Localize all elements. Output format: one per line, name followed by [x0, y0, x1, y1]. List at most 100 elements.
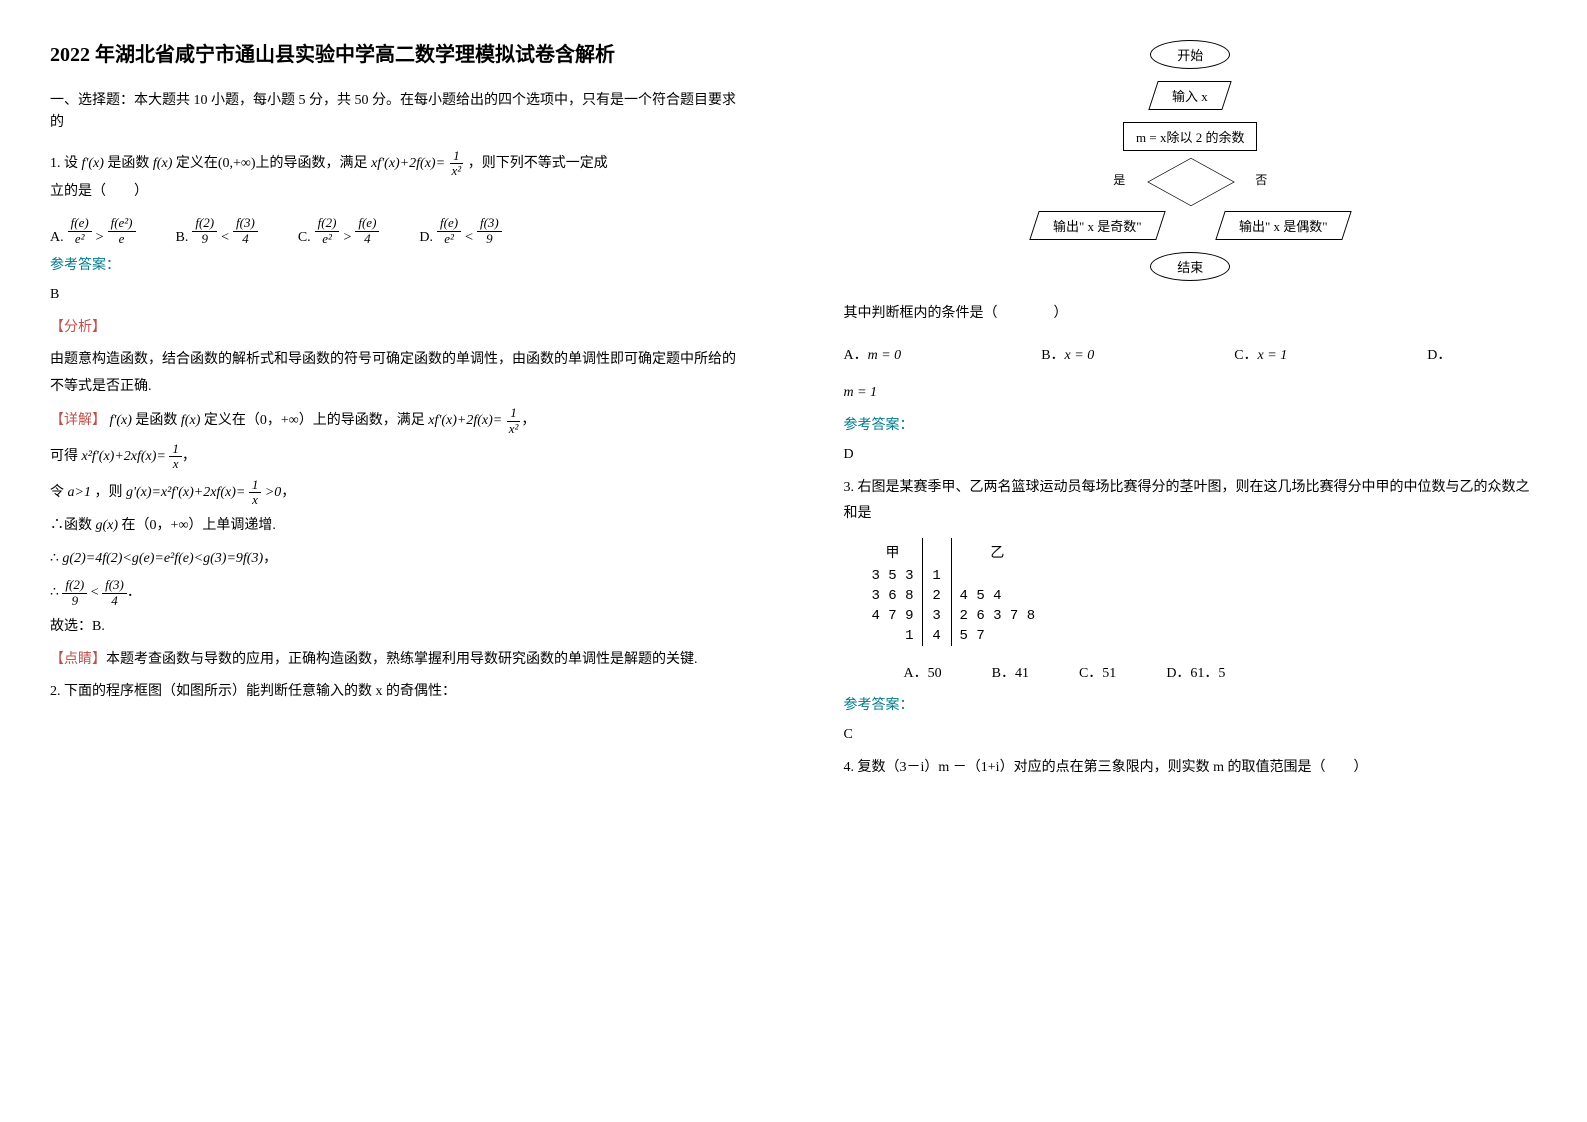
- m: g(2)=4f(2)<g(e)=e²f(e)<g(3)=9f(3): [62, 551, 263, 566]
- opt-label: B.: [176, 230, 189, 246]
- table-row: 145 7: [864, 626, 1044, 646]
- d: e²: [72, 232, 88, 246]
- v: x = 0: [1065, 348, 1095, 363]
- opt-label: C.: [298, 230, 311, 246]
- head-left: 甲: [864, 538, 923, 566]
- option-b: B．41: [992, 662, 1029, 682]
- q2-options: A．m = 0 B．x = 0 C．x = 1 D．: [844, 344, 1538, 364]
- d: 9: [199, 232, 212, 246]
- d: x: [249, 493, 261, 507]
- answer-label: 参考答案：: [50, 254, 744, 274]
- table-row: 3 6 824 5 4: [864, 586, 1044, 606]
- v: x = 1: [1258, 348, 1288, 363]
- t: ∴: [50, 585, 59, 600]
- table-row: 4 7 932 6 3 7 8: [864, 606, 1044, 626]
- fc-output-odd: 输出" x 是奇数": [1029, 211, 1165, 240]
- q1-text: 1. 设: [50, 156, 78, 171]
- q3-options: A．50 B．41 C．51 D．61．5: [904, 662, 1538, 682]
- page-title: 2022 年湖北省咸宁市通山县实验中学高二数学理模拟试卷含解析: [50, 40, 744, 70]
- answer-label: 参考答案：: [844, 414, 1538, 434]
- flowchart: 开始 输入 x m = x除以 2 的余数 是 否 输出" x 是奇数" 输出"…: [844, 40, 1538, 281]
- option-b: B．x = 0: [1041, 344, 1094, 364]
- t: 在（0，+∞）上单调递增.: [122, 518, 276, 533]
- detail-line: 可得 x²f'(x)+2xf(x)= 1x，: [50, 442, 744, 472]
- question-1: 1. 设 f'(x) 是函数 f(x) 定义在(0,+∞)上的导函数，满足 xf…: [50, 149, 744, 207]
- table-row: 3 5 31: [864, 566, 1044, 586]
- detail-label: 【详解】: [50, 413, 106, 428]
- opt-label: D.: [419, 230, 433, 246]
- q1-text: ，则下列不等式一定成: [468, 156, 608, 171]
- answer-value: B: [50, 282, 744, 309]
- m: f(x): [181, 413, 200, 428]
- option-a: A．50: [904, 662, 942, 682]
- t: 输出" x 是奇数": [1053, 216, 1142, 235]
- m: a>1: [68, 485, 91, 500]
- q1-fx: f(x): [153, 156, 172, 171]
- l: A．: [844, 348, 868, 363]
- option-b: B. f(2)9 < f(3)4: [176, 216, 258, 246]
- l: C．: [1234, 348, 1257, 363]
- answer-label: 参考答案：: [844, 694, 1538, 714]
- t: 令: [50, 485, 64, 500]
- comment-text: 本题考查函数与导数的应用，正确构造函数，熟练掌握利用导数研究函数的单调性是解题的…: [106, 652, 698, 667]
- detail-line: ∴ g(2)=4f(2)<g(e)=e²f(e)<g(3)=9f(3)，: [50, 546, 744, 573]
- c: [951, 566, 1043, 586]
- op: <: [465, 230, 473, 246]
- op: <: [91, 585, 99, 600]
- n: f(e²): [108, 216, 136, 231]
- c: 3 5 3: [864, 566, 923, 586]
- question-4-stem: 4. 复数（3－i）m －（1+i）对应的点在第三象限内，则实数 m 的取值范围…: [844, 755, 1538, 782]
- option-d-value: m = 1: [844, 380, 1538, 407]
- option-a: A．m = 0: [844, 344, 902, 364]
- answer-value: C: [844, 722, 1538, 749]
- t: ，则: [94, 485, 122, 500]
- detail-line: 令 a>1 ，则 g'(x)=x²f'(x)+2xf(x)= 1x >0，: [50, 478, 744, 508]
- l: D．: [1427, 348, 1451, 363]
- q1-options: A. f(e)e² > f(e²)e B. f(2)9 < f(3)4 C. f…: [50, 216, 744, 246]
- fc-output-even: 输出" x 是偶数": [1216, 211, 1352, 240]
- label-yes: 是: [1113, 171, 1125, 188]
- analysis-label: 【分析】: [50, 315, 744, 342]
- c: 2: [922, 586, 951, 606]
- n: 1: [249, 478, 262, 493]
- fc-input: 输入 x: [1149, 81, 1232, 110]
- option-d: D. f(e)e² < f(3)9: [419, 216, 501, 246]
- d: 9: [483, 232, 496, 246]
- head-stem: [922, 538, 951, 566]
- l: B．: [1041, 348, 1064, 363]
- c: 2 6 3 7 8: [951, 606, 1043, 626]
- c: 3 6 8: [864, 586, 923, 606]
- n: f(2): [315, 216, 340, 231]
- detail-line: ∴函数 g(x) 在（0，+∞）上单调递增.: [50, 513, 744, 540]
- fc-end: 结束: [1150, 252, 1230, 281]
- section-instructions: 一、选择题：本大题共 10 小题，每小题 5 分，共 50 分。在每小题给出的四…: [50, 90, 744, 135]
- c: 5 7: [951, 626, 1043, 646]
- op: >: [343, 230, 351, 246]
- answer-value: D: [844, 442, 1538, 469]
- fc-calc: m = x除以 2 的余数: [1123, 122, 1257, 151]
- q1-eq: xf'(x)+2f(x)=: [371, 156, 445, 171]
- d: e: [116, 232, 128, 246]
- d: x²: [506, 422, 522, 436]
- frac-den: x²: [449, 164, 465, 178]
- q1-text: 立的是（ ）: [50, 178, 744, 206]
- d: 4: [239, 232, 252, 246]
- analysis-text: 由题意构造函数，结合函数的解析式和导函数的符号可确定函数的单调性，由函数的单调性…: [50, 347, 744, 400]
- q1-fprime: f'(x): [82, 156, 104, 171]
- c: 1: [864, 626, 923, 646]
- d: e²: [319, 232, 335, 246]
- m: f'(x): [110, 413, 132, 428]
- q2-condition: 其中判断框内的条件是（ ）: [844, 301, 1538, 328]
- frac-num: 1: [450, 149, 463, 164]
- n: f(e): [355, 216, 379, 231]
- detail-line: ∴ f(2)9 < f(3)4．: [50, 578, 744, 608]
- option-c: C．x = 1: [1234, 344, 1287, 364]
- c: 3: [922, 606, 951, 626]
- detail-line: 【详解】 f'(x) 是函数 f(x) 定义在（0，+∞）上的导函数，满足 xf…: [50, 406, 744, 436]
- option-a: A. f(e)e² > f(e²)e: [50, 216, 136, 246]
- d: e²: [441, 232, 457, 246]
- n: f(2): [192, 216, 217, 231]
- option-d: D．61．5: [1166, 662, 1225, 682]
- question-3-stem: 3. 右图是某赛季甲、乙两名篮球运动员每场比赛得分的茎叶图，则在这几场比赛得分中…: [844, 475, 1538, 528]
- t: ∴: [50, 551, 59, 566]
